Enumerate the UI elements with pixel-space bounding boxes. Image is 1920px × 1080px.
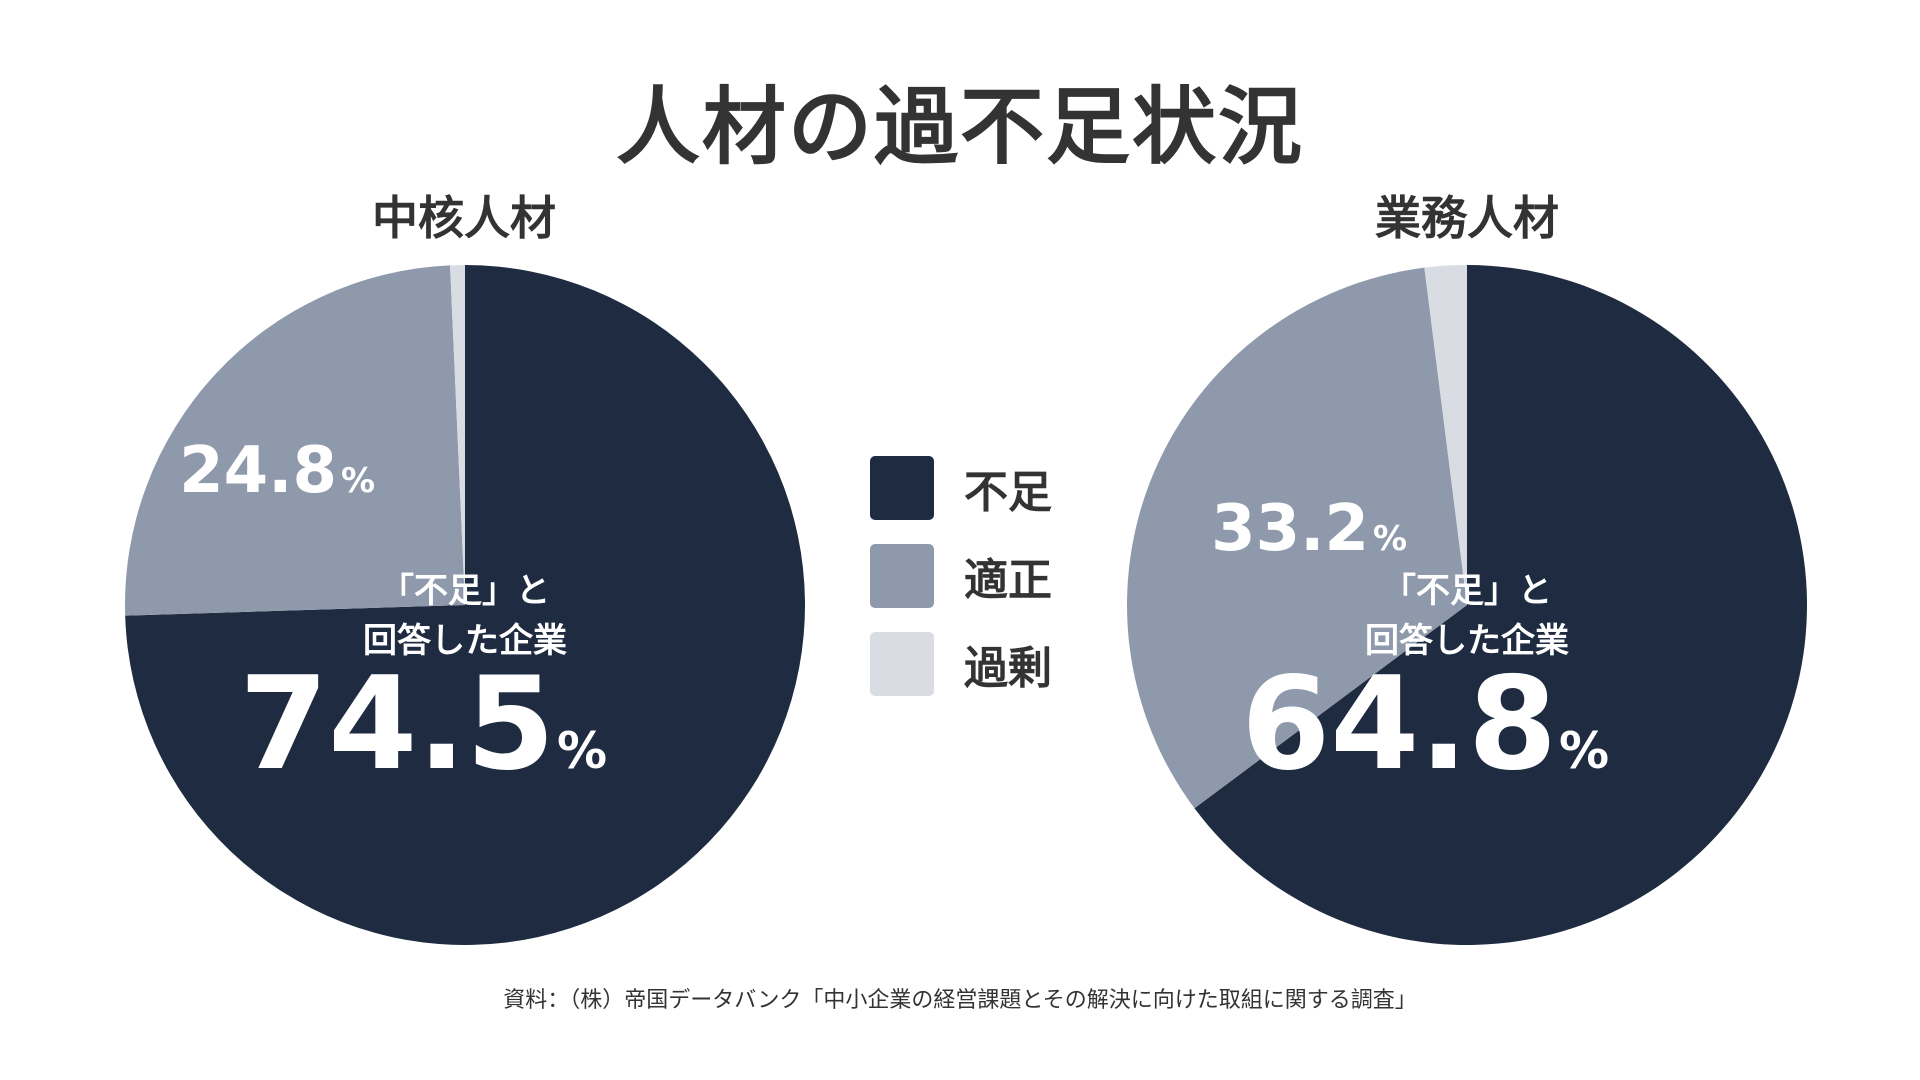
shortage-value-unit: % (557, 722, 607, 780)
pie-slice-surplus (450, 265, 465, 605)
appropriate-value-unit: % (341, 461, 375, 501)
legend-item-shortage: 不足 (870, 456, 1052, 520)
legend-swatch-surplus (870, 632, 934, 696)
pie-slice-appropriate (1127, 267, 1467, 809)
annotation-line2: 回答した企業 (1365, 621, 1569, 661)
legend-item-surplus: 過剰 (870, 632, 1052, 696)
appropriate-value-label: 24.8 (179, 434, 337, 508)
source-note: 資料：（株）帝国データバンク「中小企業の経営課題とその解決に向けた取組に関する調… (503, 988, 1417, 1013)
annotation-line1: 「不足」と (1382, 571, 1552, 611)
chart-title-core-talent: 中核人材 (372, 191, 556, 245)
legend-label-surplus: 過剰 (964, 643, 1052, 694)
appropriate-value-label: 33.2 (1211, 492, 1369, 566)
annotation-line2: 回答した企業 (363, 621, 567, 661)
legend-label-appropriate: 適正 (964, 555, 1052, 606)
shortage-value-label: 74.5 (239, 650, 555, 799)
annotation-line1: 「不足」と (380, 571, 550, 611)
appropriate-value-unit: % (1373, 519, 1407, 559)
legend-swatch-appropriate (870, 544, 934, 608)
pie-slice-shortage (1194, 265, 1807, 945)
pie-slice-shortage (125, 265, 805, 945)
pie-slice-appropriate (125, 265, 465, 616)
legend-item-appropriate: 適正 (870, 544, 1052, 608)
shortage-value-unit: % (1559, 722, 1609, 780)
legend-label-shortage: 不足 (964, 467, 1052, 518)
chart-title-operational-talent: 業務人材 (1375, 191, 1559, 245)
shortage-value-label: 64.8 (1241, 650, 1557, 799)
legend: 不足 適正 過剰 (870, 456, 1052, 720)
page-title: 人材の過不足状況 (615, 78, 1304, 176)
pie-slice-surplus (1424, 265, 1467, 605)
legend-swatch-shortage (870, 456, 934, 520)
